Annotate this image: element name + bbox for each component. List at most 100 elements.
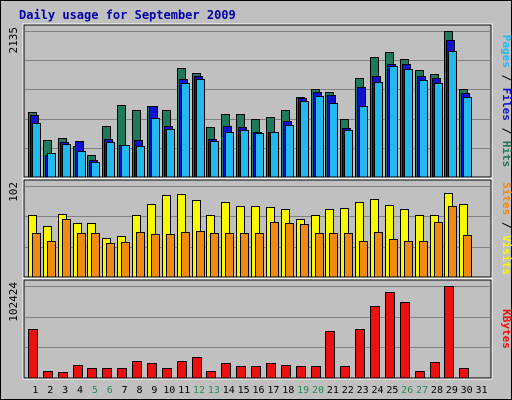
- bar-kbytes-day-20: [311, 366, 321, 379]
- bar-pages-day-9: [151, 118, 160, 178]
- panel-highlight: [22, 178, 493, 279]
- legend-separator: /: [500, 215, 512, 235]
- bar-pages-day-2: [47, 153, 56, 178]
- bar-kbytes-day-9: [147, 363, 157, 379]
- bar-pages-day-18: [285, 125, 294, 178]
- legend-separator: /: [500, 68, 512, 88]
- bar-sites-day-3: [62, 219, 71, 278]
- legend-separator: /: [500, 121, 512, 141]
- bar-pages-day-20: [315, 96, 324, 178]
- bar-pages-day-5: [91, 162, 100, 178]
- day-label-31: 31: [476, 385, 488, 396]
- bar-pages-day-23: [359, 106, 368, 178]
- bar-pages-day-29: [448, 51, 457, 178]
- legend-item-sites: Sites: [500, 182, 512, 215]
- bar-sites-day-8: [136, 232, 145, 278]
- bar-sites-day-29: [448, 206, 457, 278]
- day-label-11: 11: [178, 385, 190, 396]
- day-label-23: 23: [357, 385, 369, 396]
- day-label-24: 24: [371, 385, 383, 396]
- legend-kbytes: KBytes: [500, 309, 512, 349]
- day-label-12: 12: [193, 385, 205, 396]
- bar-kbytes-day-19: [296, 366, 306, 379]
- day-label-6: 6: [107, 385, 113, 396]
- bar-sites-day-23: [359, 241, 368, 278]
- bar-kbytes-day-17: [266, 363, 276, 379]
- legend-item-files: Files: [500, 88, 512, 121]
- bar-sites-day-10: [166, 234, 175, 278]
- bar-kbytes-day-25: [385, 292, 395, 379]
- bar-sites-day-5: [91, 233, 100, 278]
- bar-sites-day-30: [463, 235, 472, 278]
- bars: [28, 31, 472, 178]
- bar-kbytes-day-16: [251, 366, 261, 379]
- bar-kbytes-day-14: [221, 363, 231, 379]
- bar-pages-day-10: [166, 129, 175, 178]
- bar-sites-day-24: [374, 232, 383, 278]
- bars: [28, 193, 472, 278]
- bar-pages-day-13: [210, 141, 219, 178]
- bar-pages-day-1: [32, 123, 41, 178]
- bar-kbytes-day-30: [459, 368, 469, 379]
- bars: [28, 286, 469, 379]
- day-label-30: 30: [461, 385, 473, 396]
- bar-kbytes-day-29: [444, 286, 454, 379]
- day-label-19: 19: [297, 385, 309, 396]
- panel-kbytes: 102424 KBytes: [7, 278, 512, 380]
- bar-sites-day-9: [151, 234, 160, 278]
- day-label-3: 3: [62, 385, 68, 396]
- bar-pages-day-16: [255, 133, 264, 178]
- series-sites: [32, 206, 472, 278]
- bar-pages-day-7: [121, 145, 130, 178]
- bar-kbytes-day-26: [400, 302, 410, 379]
- chart-title: Daily usage for September 2009: [19, 8, 236, 22]
- bar-pages-day-21: [329, 103, 338, 178]
- bar-sites-day-1: [32, 233, 41, 278]
- bar-pages-day-17: [270, 132, 279, 178]
- series-pages: [32, 51, 472, 178]
- bar-sites-day-16: [255, 233, 264, 278]
- bar-kbytes-day-1: [28, 329, 38, 379]
- bar-sites-day-11: [181, 232, 190, 278]
- bar-pages-day-30: [463, 97, 472, 178]
- bar-sites-day-2: [47, 241, 56, 278]
- panel-hits_files_pages: 2135 Pages / Files / Hits: [7, 23, 512, 179]
- series-kbytes: [28, 286, 469, 379]
- day-label-5: 5: [92, 385, 98, 396]
- day-label-7: 7: [122, 385, 128, 396]
- day-label-29: 29: [446, 385, 458, 396]
- day-label-28: 28: [431, 385, 443, 396]
- day-label-16: 16: [252, 385, 264, 396]
- bar-sites-day-14: [225, 233, 234, 278]
- bar-pages-day-22: [344, 130, 353, 178]
- day-label-27: 27: [416, 385, 428, 396]
- bar-pages-day-26: [404, 69, 413, 178]
- bar-kbytes-day-11: [177, 361, 187, 379]
- y-max-label: 102: [7, 182, 20, 202]
- bar-pages-day-27: [419, 80, 428, 178]
- bar-sites-day-15: [240, 233, 249, 278]
- legend-item-hits: Hits: [500, 141, 512, 168]
- bar-kbytes-day-13: [206, 371, 216, 379]
- bar-pages-day-14: [225, 132, 234, 178]
- bar-sites-day-21: [329, 233, 338, 278]
- legend-hits_files_pages: Pages / Files / Hits: [500, 35, 512, 168]
- bar-sites-day-12: [196, 231, 205, 278]
- day-label-20: 20: [312, 385, 324, 396]
- day-label-15: 15: [238, 385, 250, 396]
- bar-pages-day-4: [77, 151, 86, 178]
- panel-visits_sites: 102 Sites / Visits: [7, 178, 512, 279]
- bar-kbytes-day-10: [162, 368, 172, 379]
- bar-sites-day-27: [419, 241, 428, 278]
- bar-pages-day-28: [434, 83, 443, 178]
- day-label-13: 13: [208, 385, 220, 396]
- legend-item-pages: Pages: [500, 35, 512, 68]
- day-label-18: 18: [282, 385, 294, 396]
- bar-sites-day-26: [404, 241, 413, 278]
- bar-sites-day-13: [210, 233, 219, 278]
- day-label-10: 10: [163, 385, 175, 396]
- day-label-25: 25: [386, 385, 398, 396]
- legend-item-kbytes: KBytes: [500, 309, 512, 349]
- bar-sites-day-20: [315, 233, 324, 278]
